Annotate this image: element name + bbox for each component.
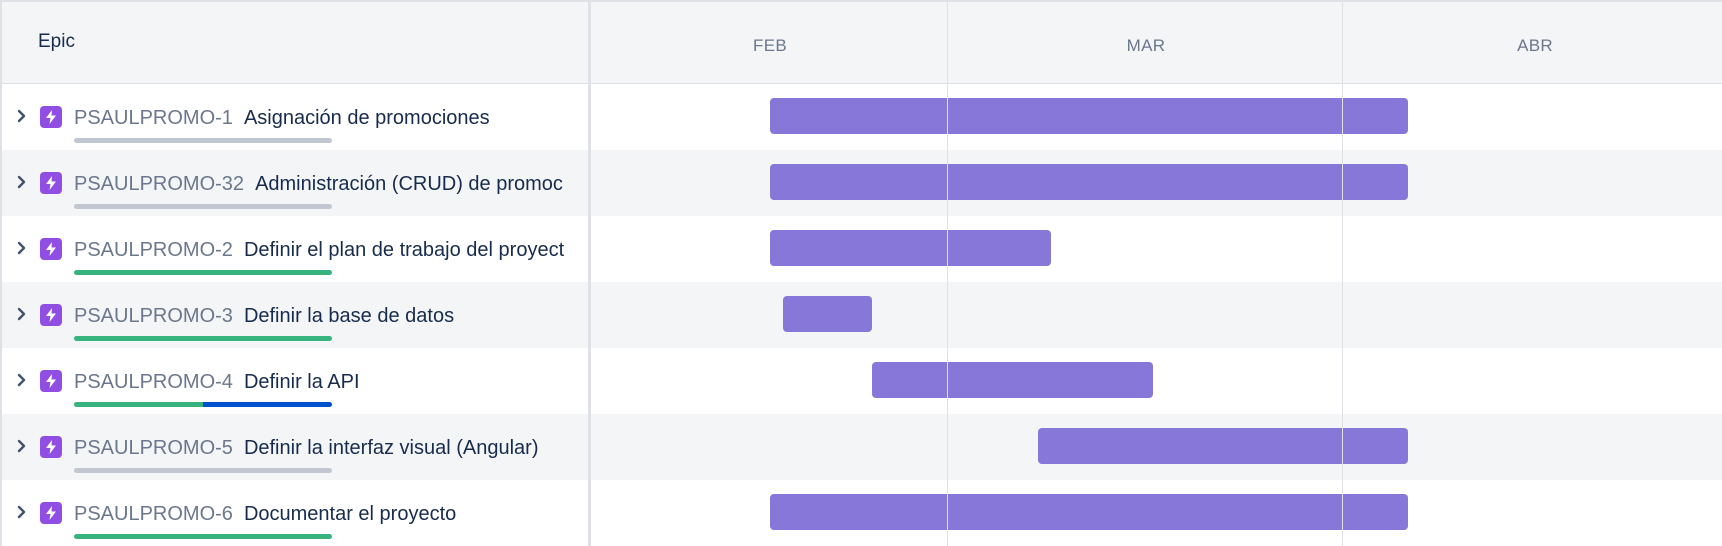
issue-key[interactable]: PSAULPROMO-1 (74, 107, 233, 129)
month-grid-line-abr (1342, 2, 1343, 546)
issue-key[interactable]: PSAULPROMO-3 (74, 305, 233, 327)
epic-row[interactable]: PSAULPROMO-2 Definir el plan de trabajo d… (2, 216, 1722, 282)
progress-done-segment (74, 402, 203, 407)
epic-title[interactable]: PSAULPROMO-4 Definir la API (74, 368, 578, 396)
chevron-right-icon[interactable] (14, 502, 30, 522)
epic-progress-bar (74, 336, 332, 341)
epic-title[interactable]: PSAULPROMO-3 Definir la base de datos (74, 302, 578, 330)
epic-row[interactable]: PSAULPROMO-4 Definir la API (2, 348, 1722, 414)
progress-in-progress-segment (203, 402, 332, 407)
epic-progress-bar (74, 534, 332, 539)
epic-timeline-bar[interactable] (770, 164, 1408, 200)
roadmap-header: Epic FEB MAR ABR (2, 2, 1722, 84)
chevron-right-icon[interactable] (14, 436, 30, 456)
epic-row[interactable]: PSAULPROMO-32 Administración (CRUD) de pr… (2, 150, 1722, 216)
epic-row[interactable]: PSAULPROMO-5 Definir la interfaz visual (… (2, 414, 1722, 480)
epic-lightning-icon (40, 436, 62, 458)
epic-title[interactable]: PSAULPROMO-6 Documentar el proyecto (74, 500, 578, 528)
issue-summary[interactable]: Definir la base de datos (243, 305, 455, 327)
issue-summary[interactable]: Definir el plan de trabajo del proyect (243, 239, 565, 261)
epic-column-header: Epic (38, 31, 75, 52)
epic-lightning-icon (40, 304, 62, 326)
epic-progress-bar (74, 204, 332, 209)
epic-title[interactable]: PSAULPROMO-32 Administración (CRUD) de pr… (74, 170, 578, 198)
progress-done-segment (74, 270, 332, 275)
epic-lightning-icon (40, 502, 62, 524)
issue-summary[interactable]: Asignación de promociones (243, 107, 490, 129)
epic-row[interactable]: PSAULPROMO-6 Documentar el proyecto (2, 480, 1722, 546)
epic-lightning-icon (40, 238, 62, 260)
chevron-right-icon[interactable] (14, 238, 30, 258)
epic-lightning-icon (40, 172, 62, 194)
epic-timeline-bar[interactable] (1038, 428, 1408, 464)
epic-timeline-bar[interactable] (770, 98, 1408, 134)
month-label-mar: MAR (1126, 36, 1166, 55)
epic-title[interactable]: PSAULPROMO-2 Definir el plan de trabajo d… (74, 236, 578, 264)
epic-lightning-icon (40, 370, 62, 392)
epic-timeline-bar[interactable] (872, 362, 1153, 398)
month-label-feb: FEB (753, 36, 787, 55)
epic-title[interactable]: PSAULPROMO-5 Definir la interfaz visual (… (74, 434, 578, 462)
progress-done-segment (74, 336, 332, 341)
issue-key[interactable]: PSAULPROMO-32 (74, 173, 245, 195)
epic-list: PSAULPROMO-1 Asignación de promociones PS… (2, 84, 1722, 546)
issue-key[interactable]: PSAULPROMO-6 (74, 503, 233, 525)
epic-timeline-bar[interactable] (783, 296, 872, 332)
chevron-right-icon[interactable] (14, 172, 30, 192)
epic-title[interactable]: PSAULPROMO-1 Asignación de promociones (74, 104, 578, 132)
epic-progress-bar (74, 468, 332, 473)
issue-summary[interactable]: Documentar el proyecto (243, 503, 457, 525)
epic-row[interactable]: PSAULPROMO-3 Definir la base de datos (2, 282, 1722, 348)
epic-progress-bar (74, 270, 332, 275)
epic-lightning-icon (40, 106, 62, 128)
month-grid-line-mar (947, 2, 948, 546)
epic-row[interactable]: PSAULPROMO-1 Asignación de promociones (2, 84, 1722, 150)
epic-progress-bar (74, 138, 332, 143)
chevron-right-icon[interactable] (14, 370, 30, 390)
month-label-abr: ABR (1517, 36, 1553, 55)
issue-key[interactable]: PSAULPROMO-4 (74, 371, 233, 393)
epic-progress-bar (74, 402, 332, 407)
epic-timeline-bar[interactable] (770, 230, 1051, 266)
issue-summary[interactable]: Definir la interfaz visual (Angular) (243, 437, 539, 459)
issue-key[interactable]: PSAULPROMO-2 (74, 239, 233, 261)
epic-timeline-bar[interactable] (770, 494, 1408, 530)
list-timeline-divider[interactable] (588, 2, 591, 546)
issue-summary[interactable]: Definir la API (243, 371, 360, 393)
chevron-right-icon[interactable] (14, 106, 30, 126)
chevron-right-icon[interactable] (14, 304, 30, 324)
issue-summary[interactable]: Administración (CRUD) de promoc (255, 173, 563, 195)
progress-done-segment (74, 534, 332, 539)
issue-key[interactable]: PSAULPROMO-5 (74, 437, 233, 459)
